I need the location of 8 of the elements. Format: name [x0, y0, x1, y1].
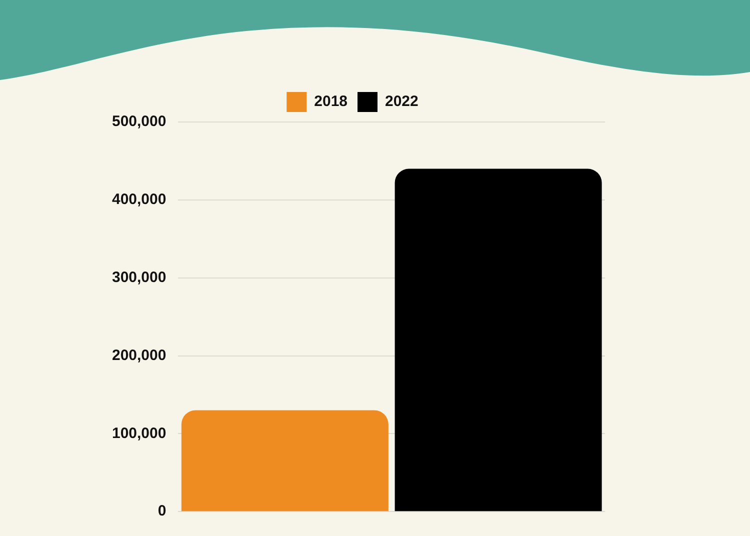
y-tick-label: 400,000 — [112, 191, 166, 208]
y-tick-label: 0 — [158, 502, 166, 520]
y-tick-label: 500,000 — [112, 113, 166, 130]
legend-label: 2018 — [314, 93, 348, 110]
y-tick-label: 100,000 — [112, 424, 166, 442]
y-tick-label: 200,000 — [112, 346, 166, 364]
y-tick-label: 300,000 — [112, 268, 166, 286]
legend-label: 2022 — [385, 93, 418, 110]
